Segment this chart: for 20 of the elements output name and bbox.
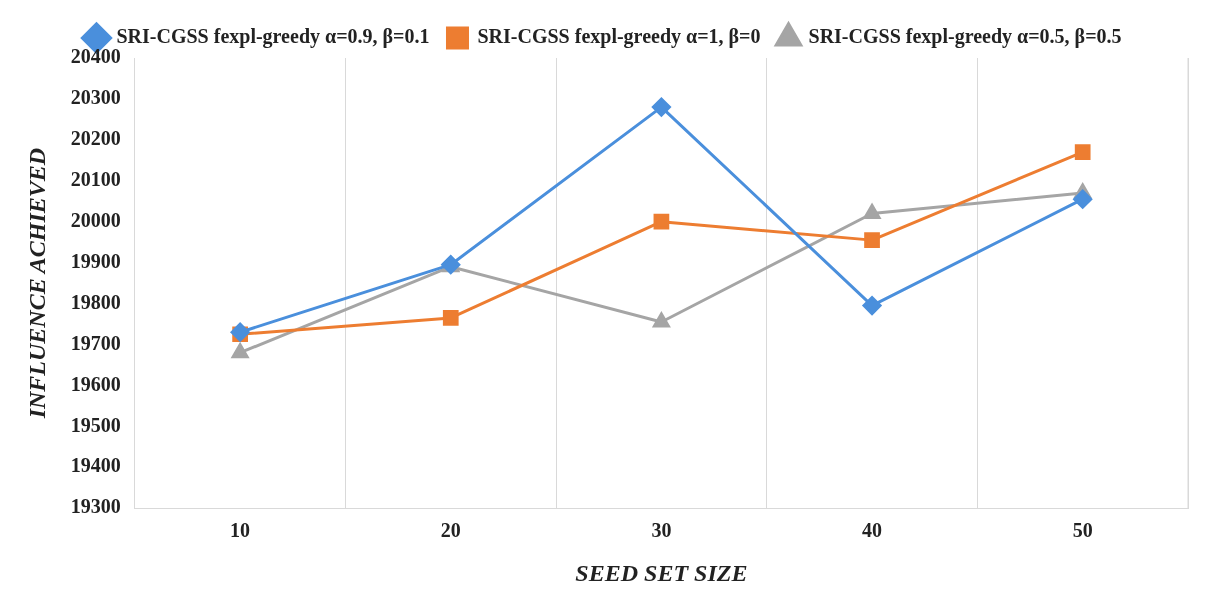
y-tick-label: 19700 — [70, 331, 121, 354]
x-tick-label: 10 — [230, 519, 251, 542]
y-tick-label: 19500 — [70, 413, 121, 436]
y-tick-label: 20000 — [70, 208, 121, 231]
legend-label: SRI-CGSS fexpl-greedy α=0.5, β=0.5 — [808, 25, 1122, 49]
y-tick-label: 20200 — [70, 127, 121, 150]
x-tick-label: 30 — [651, 519, 672, 542]
x-tick-label: 20 — [440, 519, 461, 542]
y-tick-label: 19600 — [70, 372, 121, 395]
x-tick-label: 50 — [1072, 519, 1093, 542]
y-tick-label: 19800 — [70, 290, 121, 313]
y-tick-label: 19300 — [70, 495, 121, 518]
x-tick-label: 40 — [862, 519, 883, 542]
y-tick-label: 20100 — [70, 167, 121, 190]
y-tick-label: 19400 — [70, 454, 121, 477]
x-axis-title: SEED SET SIZE — [575, 559, 748, 586]
y-tick-label: 19900 — [70, 249, 121, 272]
legend-label: SRI-CGSS fexpl-greedy α=1, β=0 — [477, 25, 761, 49]
y-tick-label: 20300 — [70, 86, 121, 109]
y-axis-title: INFLUENCE ACHIEVED — [23, 147, 50, 420]
